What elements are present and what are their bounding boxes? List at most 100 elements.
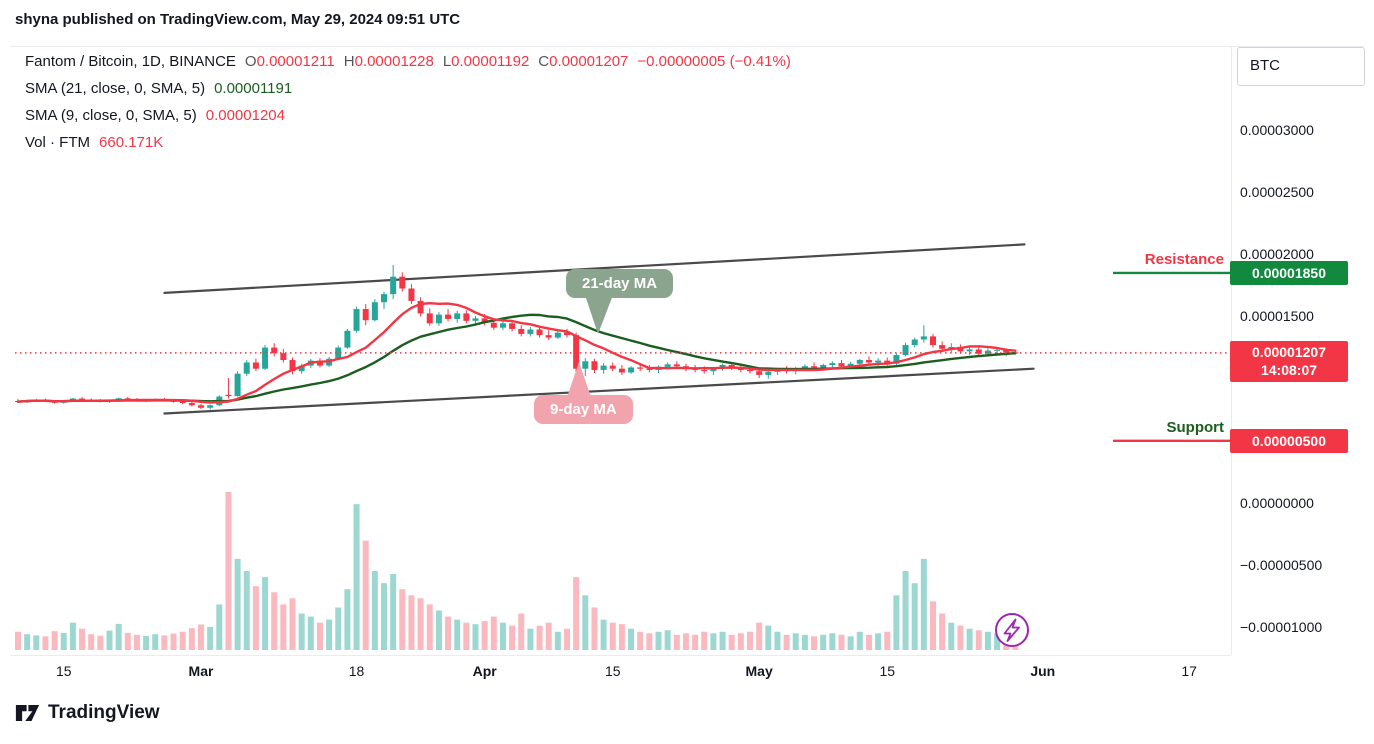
volume-bar [234, 558, 241, 650]
candle-body [115, 398, 122, 401]
volume-bar [554, 631, 561, 650]
time-tick-label: May [745, 663, 773, 679]
symbol-currency-button[interactable]: BTC [1237, 47, 1365, 86]
candle-body [637, 367, 644, 369]
candle-body [252, 362, 259, 369]
candle-body [353, 309, 360, 331]
volume-bar [24, 634, 31, 650]
volume-bar [490, 616, 497, 650]
volume-bar [362, 540, 369, 650]
volume-bar [289, 598, 296, 650]
legend-volume-row: Vol · FTM 660.171K [25, 134, 791, 152]
legend-sma9-row: SMA (9, close, 0, SMA, 5) 0.00001204 [25, 107, 791, 125]
candle-body [801, 366, 808, 369]
candle-body [582, 361, 589, 369]
price-level-lines [15, 271, 1231, 443]
candle-body [527, 329, 534, 334]
volume-bar [262, 577, 269, 650]
tradingview-brand[interactable]: TradingView [48, 702, 160, 723]
callout-tails [566, 295, 613, 400]
candle-body [79, 398, 86, 400]
candle-body [188, 403, 195, 406]
volume-bar [856, 631, 863, 650]
candle-body [902, 345, 909, 356]
candle-body [756, 371, 763, 375]
volume-bar [701, 631, 708, 650]
volume-bar [152, 634, 159, 650]
candle-body [939, 345, 946, 349]
volume-bar [381, 583, 387, 650]
candle-body [408, 288, 415, 301]
time-axis-separator [10, 655, 1231, 656]
candle-body [646, 368, 653, 370]
volume-bar [399, 589, 406, 650]
candle-body [481, 318, 488, 323]
volume-bar [33, 635, 40, 650]
change-value: −0.00000005 (−0.41%) [637, 53, 791, 70]
candle-body [920, 336, 927, 340]
candle-body [280, 353, 287, 361]
volume-bar [655, 631, 662, 650]
candle-body [847, 363, 854, 367]
tradingview-logo-icon[interactable] [15, 702, 40, 724]
candle-body [335, 347, 342, 359]
volume-bar [600, 619, 607, 650]
volume-value: 660.171K [99, 134, 164, 151]
volume-bar [783, 634, 790, 650]
volume-bar [847, 636, 854, 650]
volume-bar [984, 631, 991, 650]
price-tick-label: 0.00001500 [1240, 308, 1314, 325]
volume-bar [133, 634, 140, 650]
channel-bottom [163, 367, 1035, 415]
close-label: C [538, 53, 550, 70]
volume-bar [884, 631, 891, 650]
flash-icon-bolt [1003, 618, 1020, 642]
volume-bar [536, 625, 543, 650]
flash-icon[interactable] [995, 613, 1029, 647]
volume-bar [930, 601, 936, 650]
volume-bars [15, 492, 1019, 650]
candle-body [893, 355, 900, 364]
volume-bar [591, 607, 598, 650]
volume-bar [939, 613, 946, 650]
legend-open: O 0.00001211 [245, 53, 335, 71]
volume-bar [435, 610, 442, 650]
candle-body [673, 364, 680, 367]
flash-icon-circle[interactable] [995, 613, 1029, 647]
volume-bar [454, 619, 461, 650]
volume-bar [975, 630, 982, 650]
volume-bar [692, 634, 699, 650]
candle-body [719, 364, 726, 369]
legend-sma21-row: SMA (21, close, 0, SMA, 5) 0.00001191 [25, 80, 791, 98]
volume-bar [60, 632, 67, 650]
resistance-label: Resistance [1144, 250, 1224, 268]
open-value: 0.00001211 [256, 53, 335, 70]
volume-bar [747, 631, 753, 650]
close-value: 0.00001207 [549, 53, 629, 70]
legend-high: H 0.00001228 [344, 53, 434, 71]
candle-body [728, 364, 735, 368]
sma9-label: SMA (9, close, 0, SMA, 5) [25, 107, 197, 124]
candle-body [417, 300, 424, 314]
candle-body [316, 360, 323, 366]
volume-bar [573, 577, 580, 650]
candle-body [371, 302, 378, 321]
candle-body [747, 369, 753, 372]
volume-bar [207, 626, 214, 650]
time-axis: 15 Mar 18 Apr 15 May 15 Jun 17 [0, 655, 1374, 695]
volume-bar [829, 633, 836, 650]
candle-body [591, 361, 598, 370]
legend-close: C 0.00001207 [538, 53, 628, 71]
time-tick-label: 17 [1181, 663, 1197, 679]
candle-body [875, 360, 882, 363]
candle-body [445, 314, 452, 319]
time-tick-label: 15 [55, 663, 72, 679]
volume-bar [463, 622, 470, 650]
legend-symbol-row: Fantom / Bitcoin, 1D, BINANCE O 0.0000121… [25, 53, 791, 71]
volume-bar [637, 631, 644, 650]
volume-bar [97, 635, 104, 650]
volume-bar [618, 624, 625, 650]
volume-bar [161, 635, 168, 650]
channel-top [163, 243, 1026, 294]
